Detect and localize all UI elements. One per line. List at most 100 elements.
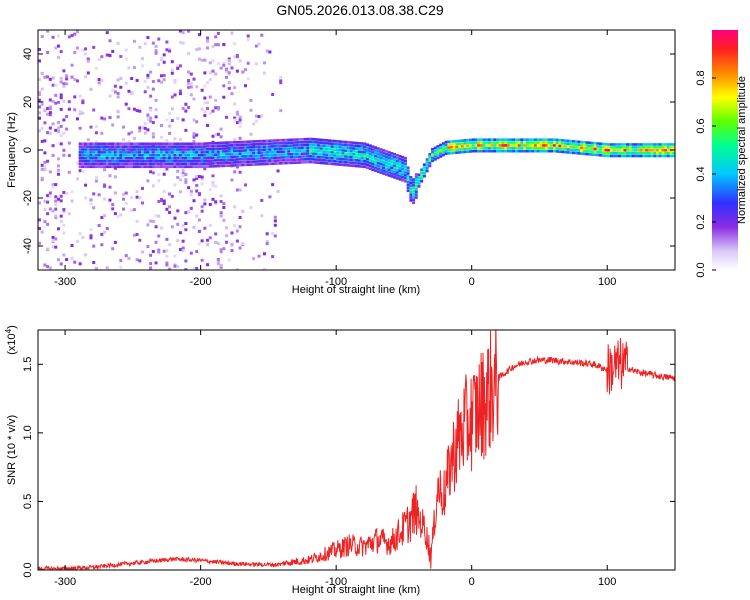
spectrogram-noise-cell (43, 160, 47, 164)
spectrogram-signal-cell (555, 147, 559, 150)
spectrogram-signal-cell (504, 138, 508, 141)
spectrogram-signal-cell (170, 142, 174, 146)
spectrogram-signal-cell (189, 151, 193, 154)
spectrogram-signal-cell (618, 146, 622, 149)
spectrogram-signal-cell (447, 152, 451, 155)
spectrogram-noise-cell (233, 138, 237, 142)
spectrogram-noise-cell (124, 48, 128, 52)
spectrogram-signal-cell (637, 151, 641, 155)
spectrogram-signal-cell (628, 154, 632, 158)
spectrogram-signal-cell (189, 165, 193, 169)
spectrogram-signal-cell (341, 160, 345, 164)
spectrogram-signal-cell (347, 164, 351, 167)
spectrogram-signal-cell (265, 148, 269, 151)
spectrogram-signal-cell (116, 156, 120, 160)
spectrogram-signal-cell (157, 165, 161, 169)
spectrogram-signal-cell (170, 165, 174, 169)
spectrogram-noise-cell (195, 120, 199, 124)
spectrogram-noise-cell (135, 258, 139, 262)
spectrogram-signal-cell (517, 149, 521, 153)
spectrogram-signal-cell (357, 159, 361, 162)
spectrogram-signal-cell (173, 151, 177, 154)
spectrogram-signal-cell (639, 143, 643, 146)
spectrogram-signal-cell (517, 144, 521, 147)
spectrogram-noise-cell (100, 216, 104, 220)
spectrogram-signal-cell (184, 145, 188, 148)
spectrogram-signal-cell (628, 143, 632, 146)
spectrogram-signal-cell (525, 147, 529, 150)
spectrogram-noise-cell (181, 168, 185, 172)
spectrogram-noise-cell (203, 226, 207, 230)
spectrogram-noise-cell (184, 268, 188, 270)
spectrogram-noise-cell (73, 260, 77, 264)
spectrogram-signal-cell (477, 141, 481, 144)
spectrogram-noise-cell (195, 85, 199, 89)
spectrogram-noise-cell (181, 31, 185, 35)
spectrogram-signal-cell (173, 142, 177, 146)
spectrogram-noise-cell (103, 230, 107, 234)
spectrogram-signal-cell (558, 138, 562, 142)
spectrogram-signal-cell (664, 151, 668, 155)
spectrogram-signal-cell (162, 148, 166, 151)
spectrogram-signal-cell (414, 190, 418, 194)
spectrogram-signal-cell (322, 144, 326, 148)
spectrogram-signal-cell (311, 146, 315, 150)
spectrogram-noise-cell (273, 215, 277, 219)
spectrogram-signal-cell (355, 159, 359, 162)
spectrogram-noise-cell (38, 77, 41, 81)
spectrogram-signal-cell (601, 151, 605, 154)
spectrogram-signal-cell (338, 163, 342, 166)
spectrogram-noise-cell (222, 247, 226, 251)
spectrogram-signal-cell (287, 147, 291, 150)
spectrogram-noise-cell (192, 267, 196, 270)
spectrogram-signal-cell (352, 155, 356, 159)
spectrogram-signal-cell (290, 161, 294, 165)
spectrogram-noise-cell (56, 164, 60, 168)
spectrogram-signal-cell (168, 145, 172, 148)
spectrogram-signal-cell (127, 148, 131, 151)
spectrogram-signal-cell (284, 138, 288, 142)
spectrogram-signal-cell (390, 166, 394, 170)
spectrogram-noise-cell (73, 50, 77, 54)
spectrogram-signal-cell (536, 141, 540, 144)
spectrogram-signal-cell (157, 159, 161, 163)
spectrogram-noise-cell (38, 241, 41, 245)
spectrogram-noise-cell (238, 170, 242, 174)
spectrogram-signal-cell (233, 143, 237, 147)
spectrogram-signal-cell (246, 154, 250, 158)
spectrogram-signal-cell (528, 138, 532, 141)
spectrogram-signal-cell (506, 149, 510, 153)
spectrogram-noise-cell (122, 197, 126, 201)
spectrogram-signal-cell (512, 138, 516, 141)
spectrogram-noise-cell (225, 68, 229, 72)
spectrogram-signal-cell (542, 149, 546, 153)
spectrogram-signal-cell (553, 149, 557, 153)
spectrogram-signal-cell (374, 166, 378, 170)
spectrogram-signal-cell (623, 154, 627, 158)
spectrogram-noise-cell (116, 41, 120, 45)
spectrogram-signal-cell (189, 162, 193, 166)
spectrogram-signal-cell (100, 156, 104, 160)
spectrogram-signal-cell (124, 151, 128, 154)
spectrogram-signal-cell (211, 150, 215, 154)
spectrogram-signal-cell (542, 141, 546, 144)
spectrogram-noise-cell (108, 39, 112, 43)
spectrogram-noise-cell (89, 87, 93, 91)
spectrogram-signal-cell (553, 141, 557, 144)
spectrogram-noise-cell (51, 183, 55, 187)
spectrogram-signal-cell (127, 153, 131, 157)
colorbar-tick-label: 0.8 (695, 70, 707, 85)
spectrogram-signal-cell (582, 149, 586, 153)
spectrogram-signal-cell (365, 157, 369, 161)
spectrogram-signal-cell (108, 148, 112, 151)
spectrogram-noise-cell (257, 254, 261, 258)
spectrogram-signal-cell (295, 144, 299, 147)
spectrogram-noise-cell (173, 262, 177, 266)
spectrogram-noise-cell (70, 190, 74, 194)
spectrogram-noise-cell (138, 126, 142, 130)
spectrogram-signal-cell (184, 159, 188, 163)
spectrogram-noise-cell (103, 197, 107, 201)
spectrogram-signal-cell (574, 146, 578, 149)
spectrogram-signal-cell (143, 153, 147, 157)
spectrogram-signal-cell (582, 143, 586, 147)
